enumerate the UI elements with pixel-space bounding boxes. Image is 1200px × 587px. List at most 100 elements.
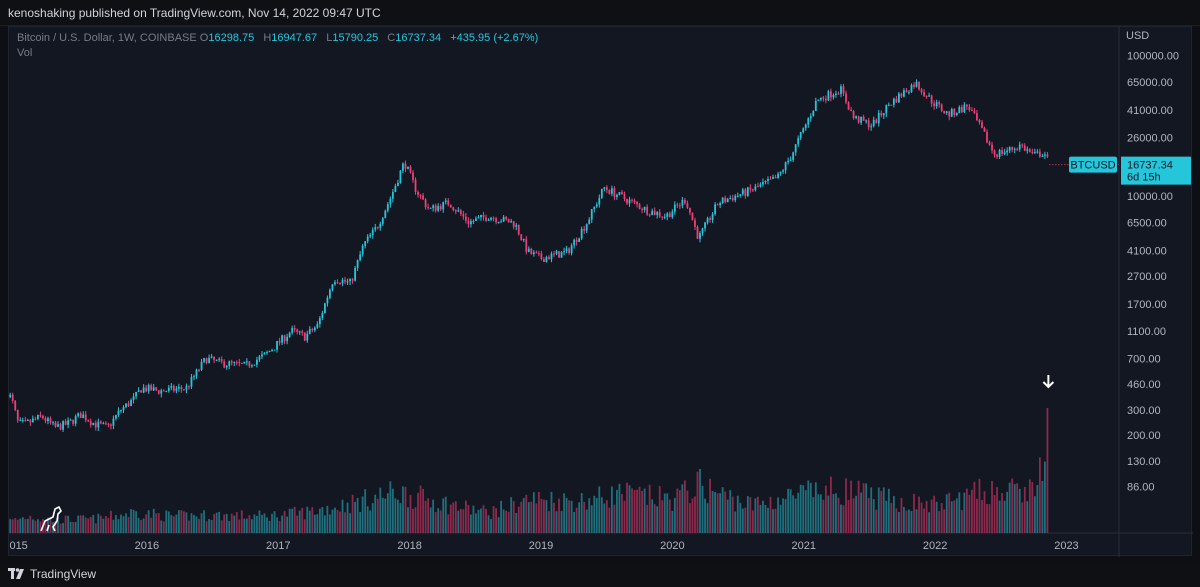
candle-body (794, 144, 797, 153)
candle-body (386, 204, 389, 211)
volume-bar (525, 494, 528, 533)
candle-body (671, 211, 674, 218)
candle-body (263, 352, 266, 355)
candle-body (462, 213, 465, 217)
candle-body (271, 349, 273, 352)
candle-body (550, 253, 553, 260)
volume-bar (593, 495, 596, 533)
candle-body (444, 200, 447, 202)
candle-body (1016, 148, 1019, 150)
volume-bar (122, 516, 125, 533)
candle-body (527, 248, 530, 252)
candle-body (532, 252, 535, 255)
volume-bar (233, 515, 236, 533)
candle-body (248, 361, 251, 367)
candle-body (54, 422, 57, 427)
candle-body (933, 103, 936, 107)
volume-bar (1033, 496, 1036, 533)
volume-bar (336, 510, 339, 533)
candle-body (429, 207, 432, 209)
candle-body (590, 209, 593, 220)
candle-body (492, 217, 495, 219)
volume-bar (339, 511, 341, 533)
btc-chart[interactable]: 100000.00 65000.00 41000.00 26000.00 10000.0… (9, 27, 1193, 557)
candle-body (751, 189, 754, 191)
candle-body (603, 187, 606, 189)
volume-bar (399, 503, 402, 533)
candle-body (57, 424, 59, 427)
chart-pane[interactable]: 100000.00 65000.00 41000.00 26000.00 10000.0… (8, 26, 1193, 557)
volume-bar (359, 511, 362, 533)
candle-body (16, 409, 19, 421)
volume-bar (943, 509, 946, 533)
volume-bar (190, 513, 193, 533)
y-tick-label: 200.00 (1127, 430, 1161, 442)
volume-bar (812, 497, 815, 533)
candle-body (930, 95, 933, 104)
candle-body (193, 376, 195, 378)
brand[interactable]: TradingView (8, 567, 96, 581)
candle-body (147, 385, 150, 392)
volume-bar (167, 511, 170, 533)
candle-body (67, 420, 70, 425)
candle-body (442, 201, 445, 210)
high-key: H (263, 32, 272, 44)
volume-bar (809, 482, 812, 533)
candle-body (757, 186, 759, 188)
candle-body (223, 361, 226, 368)
candle-body (250, 365, 253, 367)
volume-bar (442, 498, 445, 533)
x-tick-label: 2023 (1054, 540, 1078, 552)
volume-bar (278, 521, 281, 533)
volume-bar (661, 500, 664, 533)
candle-body (840, 86, 842, 94)
candle-body (172, 385, 175, 391)
volume-bar (208, 518, 210, 533)
volume-bar (329, 514, 331, 533)
candle-body (203, 358, 205, 362)
volume-bar (875, 509, 878, 533)
candle-body (69, 419, 72, 421)
candle-body (485, 217, 487, 221)
volume-bar (54, 520, 57, 533)
volume-bar (193, 514, 195, 533)
candle-body (505, 217, 508, 220)
candle-body (905, 90, 908, 93)
candle-body (39, 414, 42, 416)
y-tick-label: 130.00 (1127, 456, 1161, 468)
volume-bar (1023, 486, 1026, 533)
candle-body (417, 191, 419, 195)
candle-body (988, 142, 991, 145)
y-tick-label: 65000.00 (1127, 77, 1173, 89)
volume-bar (847, 499, 850, 533)
volume-bar (774, 508, 777, 533)
candle-body (1021, 144, 1024, 146)
candle-body (183, 389, 185, 391)
candle-body (704, 222, 706, 229)
candle-body (64, 421, 67, 425)
volume-bar (762, 500, 764, 533)
volume-bar (67, 515, 70, 533)
candle-body (827, 91, 830, 101)
candle-body (915, 81, 918, 87)
brand-name: TradingView (30, 567, 97, 581)
candle-body (885, 105, 888, 114)
candle-body (145, 387, 148, 392)
volume-bar (799, 484, 802, 533)
volume-bar (515, 512, 518, 533)
volume-bar (583, 501, 586, 533)
candle-body (588, 219, 591, 225)
x-tick-label: 2016 (135, 540, 159, 552)
candle-body (897, 93, 900, 103)
volume-bar (502, 509, 505, 533)
volume-bar (827, 495, 830, 533)
volume-bar (794, 498, 797, 533)
candle-body (802, 128, 805, 133)
y-tick-label: 100000.00 (1127, 51, 1179, 63)
candle-body (422, 195, 424, 200)
volume-bar (910, 511, 913, 533)
candle-body (397, 182, 399, 186)
price-tag-value: 16737.34 (1127, 160, 1173, 172)
y-tick-label: 700.00 (1127, 353, 1161, 365)
candle-body (716, 204, 719, 206)
